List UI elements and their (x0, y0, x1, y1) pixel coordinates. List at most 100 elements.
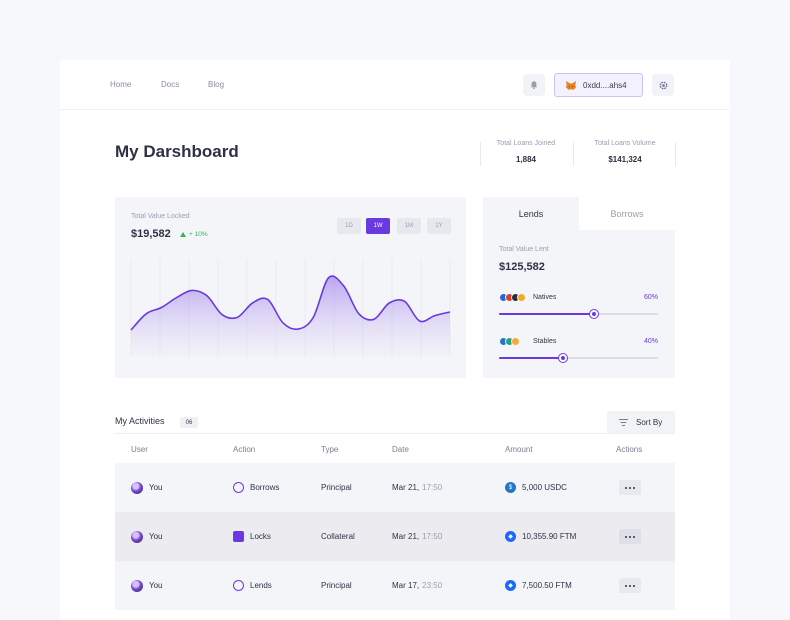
date-cell: Mar 21, 17:50 (392, 463, 442, 512)
slider-knob[interactable] (590, 310, 598, 318)
more-dots-icon (625, 487, 627, 489)
stat-loans-joined: Total Loans Joined 1,884 (490, 140, 562, 166)
actions-cell (619, 512, 641, 561)
action-cell: Locks (233, 512, 271, 561)
date-text: Mar 21, (392, 532, 419, 541)
user-cell: You (131, 561, 163, 610)
time-text: 17:50 (422, 483, 442, 492)
sort-by-label: Sort By (636, 418, 662, 427)
type-cell: Collateral (321, 512, 355, 561)
date-text: Mar 21, (392, 483, 419, 492)
gear-icon (658, 80, 669, 91)
user-name: You (149, 483, 163, 492)
action-label: Lends (250, 581, 272, 590)
wallet-address: 0xdd....ahs4 (583, 81, 627, 90)
more-dots-icon (633, 536, 635, 538)
amount-cell: ◆ 7,500.50 FTM (505, 561, 572, 610)
user-name: You (149, 532, 163, 541)
date-cell: Mar 17, 23:50 (392, 561, 442, 610)
avatar (131, 580, 143, 592)
lend-icon (233, 580, 244, 591)
stat-label: Total Loans Joined (490, 140, 562, 147)
tvl-label: Total Value Locked (131, 213, 190, 220)
actions-cell (619, 463, 641, 512)
action-cell: Lends (233, 561, 272, 610)
nav-home-link[interactable]: Home (110, 80, 131, 89)
slider-fill (499, 357, 563, 359)
wallet-button[interactable]: 0xdd....ahs4 (554, 73, 643, 97)
lend-panel: Lends Borrows Total Value Lent $125,582 … (483, 197, 675, 378)
range-1y-button[interactable]: 1Y (427, 218, 451, 234)
notifications-button[interactable] (523, 74, 545, 96)
more-options-button[interactable] (619, 529, 641, 544)
more-dots-icon (629, 536, 631, 538)
table-row[interactable]: You Lends Principal Mar 17, 23:50 ◆ 7,50… (115, 561, 675, 610)
action-cell: Borrows (233, 463, 279, 512)
table-row[interactable]: You Locks Collateral Mar 21, 17:50 ◆ 10,… (115, 512, 675, 561)
nav-docs-link[interactable]: Docs (161, 80, 179, 89)
natives-slider[interactable] (499, 313, 658, 315)
stables-slider[interactable] (499, 357, 658, 359)
tvl-panel: Total Value Locked $19,582 + 10% 1D 1W 1… (115, 197, 466, 378)
avatar (131, 482, 143, 494)
page-title: My Darshboard (115, 142, 239, 162)
bell-icon (529, 80, 539, 90)
column-header-amount: Amount (505, 445, 533, 454)
action-label: Locks (250, 532, 271, 541)
metamask-fox-icon (565, 80, 577, 91)
alloc-pct-natives: 60% (644, 294, 658, 301)
amount-text: 5,000 USDC (522, 483, 567, 492)
tab-lends[interactable]: Lends (483, 197, 579, 230)
range-1d-button[interactable]: 1D (337, 218, 361, 234)
stat-divider (675, 142, 676, 166)
column-header-date: Date (392, 445, 409, 454)
column-header-actions: Actions (616, 445, 642, 454)
tvl-change-text: + 10% (189, 231, 208, 238)
column-header-user: User (131, 445, 148, 454)
type-cell: Principal (321, 561, 352, 610)
settings-button[interactable] (652, 74, 674, 96)
avatar (131, 531, 143, 543)
lock-icon (233, 531, 244, 542)
user-cell: You (131, 512, 163, 561)
range-1w-button[interactable]: 1W (366, 218, 390, 234)
tab-borrows[interactable]: Borrows (579, 197, 675, 230)
btc-coin-icon (517, 293, 526, 302)
more-dots-icon (625, 536, 627, 538)
actions-cell (619, 561, 641, 610)
dashboard-card: Home Docs Blog 0xdd....ahs4 My Darshboar… (60, 60, 730, 620)
slider-fill (499, 313, 594, 315)
activities-count-badge: 06 (180, 417, 198, 428)
ftm-icon: ◆ (505, 531, 516, 542)
alloc-name-natives: Natives (533, 294, 556, 301)
date-text: Mar 17, (392, 581, 419, 590)
amount-cell: $ 5,000 USDC (505, 463, 567, 512)
divider (115, 433, 675, 434)
user-name: You (149, 581, 163, 590)
stat-value: $141,324 (587, 155, 663, 164)
more-options-button[interactable] (619, 578, 641, 593)
slider-knob[interactable] (559, 354, 567, 362)
chart-area (131, 276, 450, 357)
nav-blog-link[interactable]: Blog (208, 80, 224, 89)
user-cell: You (131, 463, 163, 512)
more-dots-icon (633, 585, 635, 587)
sort-by-button[interactable]: Sort By (607, 411, 675, 433)
amount-cell: ◆ 10,355.90 FTM (505, 512, 576, 561)
amount-text: 10,355.90 FTM (522, 532, 576, 541)
activities-title: My Activities (115, 416, 165, 426)
tvl-value: $19,582 (131, 228, 171, 240)
lent-label: Total Value Lent (499, 246, 549, 253)
alloc-pct-stables: 40% (644, 338, 658, 345)
alloc-name-stables: Stables (533, 338, 556, 345)
borrow-icon (233, 482, 244, 493)
more-options-button[interactable] (619, 480, 641, 495)
lent-value: $125,582 (499, 261, 545, 273)
table-row[interactable]: You Borrows Principal Mar 21, 17:50 $ 5,… (115, 463, 675, 512)
dai-coin-icon (511, 337, 520, 346)
column-header-action: Action (233, 445, 255, 454)
more-dots-icon (625, 585, 627, 587)
top-nav: Home Docs Blog 0xdd....ahs4 (60, 60, 730, 110)
range-1m-button[interactable]: 1M (397, 218, 421, 234)
time-text: 23:50 (422, 581, 442, 590)
